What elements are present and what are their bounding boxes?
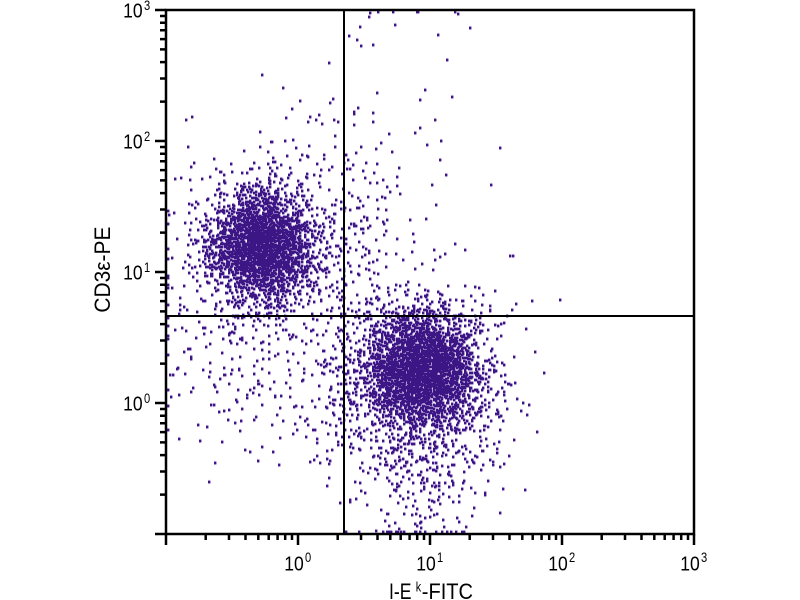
svg-text:10: 10 <box>123 263 143 285</box>
svg-text:10: 10 <box>548 554 568 576</box>
svg-text:2: 2 <box>569 549 575 565</box>
svg-text:10: 10 <box>416 554 436 576</box>
svg-text:3: 3 <box>144 0 150 13</box>
svg-text:3: 3 <box>701 549 707 565</box>
svg-text:2: 2 <box>144 128 150 144</box>
svg-text:CD3ε-PE: CD3ε-PE <box>90 227 115 313</box>
svg-text:-FITC: -FITC <box>422 579 473 600</box>
svg-text:0: 0 <box>305 549 311 565</box>
svg-text:0: 0 <box>144 390 150 406</box>
svg-text:1: 1 <box>144 259 150 275</box>
svg-text:10: 10 <box>284 554 304 576</box>
svg-text:I-E: I-E <box>389 579 412 600</box>
svg-text:10: 10 <box>123 394 143 416</box>
svg-text:10: 10 <box>123 132 143 154</box>
svg-text:1: 1 <box>437 549 443 565</box>
svg-text:k: k <box>416 578 422 594</box>
svg-text:10: 10 <box>123 1 143 23</box>
svg-text:10: 10 <box>680 554 700 576</box>
